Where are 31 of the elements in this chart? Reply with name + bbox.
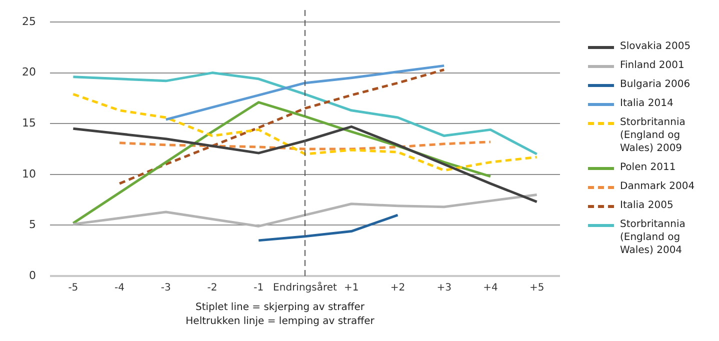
legend-label: Bulgaria 2006 <box>620 78 690 91</box>
y-tick-label: 0 <box>28 268 36 282</box>
x-tick-label: +1 <box>344 282 359 294</box>
legend-label: Italia 2005 <box>620 199 674 212</box>
legend-label: Storbritannia (England og Wales) 2004 <box>620 218 686 257</box>
x-tick-label: -4 <box>114 282 125 294</box>
y-tick-label: 5 <box>28 218 36 232</box>
x-tick-label: -3 <box>160 282 171 294</box>
y-tick-label: 20 <box>22 66 36 79</box>
line-series <box>118 68 446 185</box>
legend-label: Polen 2011 <box>620 161 676 174</box>
line-series <box>72 92 538 172</box>
line-series <box>118 140 492 150</box>
x-tick-label: +5 <box>529 282 544 294</box>
legend-label: Slovakia 2005 <box>620 40 691 53</box>
y-tick-label: 15 <box>22 116 36 130</box>
x-tick-label: Endringsåret <box>273 282 338 294</box>
x-tick-label: +2 <box>390 282 406 294</box>
x-tick-label: -1 <box>254 282 264 294</box>
text: Heltrukken linje = lemping av straffer <box>184 315 376 329</box>
y-tick-label: 10 <box>22 167 36 180</box>
x-tick-label: -2 <box>207 282 218 294</box>
x-tick-label: +4 <box>483 282 498 294</box>
legend-label: Storbritannia (England og Wales) 2009 <box>620 116 686 155</box>
legend-label: Italia 2014 <box>620 97 674 110</box>
text: Stiplet line = skjerping av straffer <box>194 301 366 315</box>
y-tick-label: 25 <box>22 14 36 28</box>
x-tick-label: +3 <box>436 282 452 294</box>
legend-label: Finland 2001 <box>620 59 684 72</box>
x-tick-label: -5 <box>68 282 78 294</box>
legend-label: Danmark 2004 <box>620 180 695 193</box>
